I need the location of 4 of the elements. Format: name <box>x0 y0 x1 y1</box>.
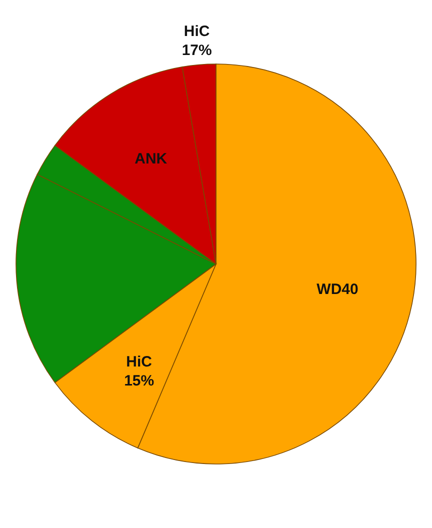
slice-label: HiC 15% <box>124 353 154 390</box>
slice-label: ANK <box>134 150 168 168</box>
slice-label: HiC 17% <box>182 22 212 59</box>
slice-label: WD40 <box>316 280 358 298</box>
